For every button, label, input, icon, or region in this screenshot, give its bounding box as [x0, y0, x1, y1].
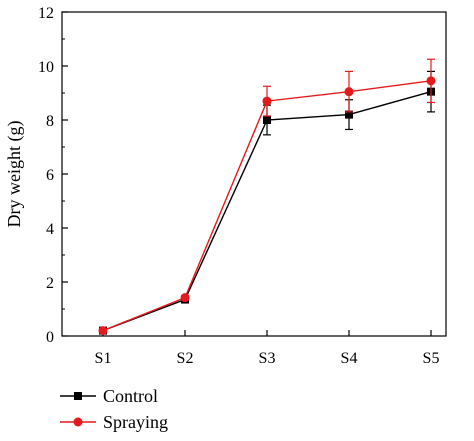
y-tick-label: 4 [46, 221, 54, 238]
plot-area [61, 11, 447, 337]
y-tick-label: 2 [46, 275, 54, 292]
x-tick-label: S4 [341, 350, 358, 367]
point-control [345, 110, 353, 119]
point-control [263, 116, 271, 124]
legend-label-spraying: Spraying [103, 412, 168, 432]
x-tick-label: S2 [177, 350, 194, 367]
legend-marker-spraying [73, 417, 83, 427]
series-spraying [98, 58, 436, 336]
x-tick-label: S3 [259, 350, 276, 367]
y-tick-label: 0 [46, 329, 54, 346]
axes-frame [61, 11, 447, 337]
point-spraying [426, 76, 436, 86]
legend-marker-control [74, 392, 82, 400]
y-tick-label: 10 [38, 59, 54, 76]
legend-item-spraying: Spraying [60, 412, 168, 432]
y-axis-title: Dry weight (g) [4, 121, 25, 228]
point-spraying [180, 293, 190, 303]
series-layer [98, 58, 436, 336]
legend: Control Spraying [60, 386, 168, 432]
legend-label-control: Control [103, 386, 158, 406]
x-tick-label: S5 [423, 350, 440, 367]
point-spraying [98, 326, 108, 336]
y-axis-ticks: 0 2 4 6 8 10 12 [38, 5, 68, 346]
y-tick-label: 6 [46, 167, 54, 184]
point-spraying [344, 87, 354, 97]
y-tick-label: 8 [46, 113, 54, 130]
y-tick-label: 12 [38, 5, 54, 22]
legend-item-control: Control [60, 386, 158, 406]
x-tick-label: S1 [95, 350, 112, 367]
point-spraying [262, 96, 272, 106]
